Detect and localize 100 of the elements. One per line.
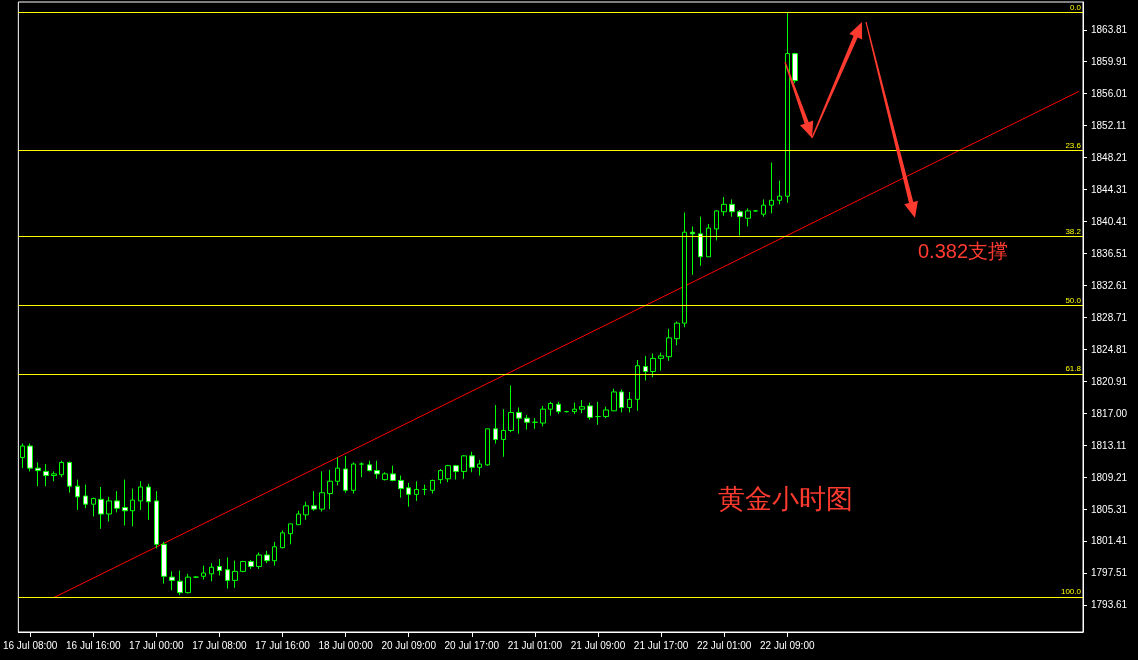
candlestick [445,464,451,483]
annotation: 23.6 [1065,140,1082,150]
candlestick [35,461,41,487]
candlestick [406,482,411,508]
candlestick [335,457,340,486]
candlestick [122,479,128,526]
candlestick [737,209,743,236]
candlestick [256,552,262,570]
candlestick [138,480,143,511]
candlestick [643,355,648,381]
x-tick-label: 18 Jul 00:00 [318,639,374,651]
candlestick [532,417,538,430]
annotation: 黄金小时图 [718,483,853,514]
candlestick [327,469,333,510]
candlestick [398,475,404,499]
x-tick-label: 20 Jul 09:00 [381,639,437,651]
candlestick [572,402,577,415]
x-tick-label: 21 Jul 17:00 [633,639,689,651]
y-tick-label: 1859.91 [1091,56,1128,68]
candlestick [83,484,88,509]
candlestick [650,352,656,378]
candlestick [359,461,364,478]
candlestick [729,198,735,218]
candlestick [319,470,325,513]
candlestick [540,405,546,427]
candlestick [280,529,285,549]
candlestick [587,402,593,421]
candlestick [59,460,64,478]
candlestick [232,560,238,589]
candlestick [706,223,711,258]
candlestick [130,488,135,527]
candlestick [516,407,522,435]
candlestick [154,490,159,549]
candlestick [209,562,214,582]
annotation: 61.8 [1065,364,1082,374]
candlestick [414,480,419,502]
y-tick-label: 1844.31 [1091,184,1128,196]
candlestick [185,573,191,594]
x-tick-label: 16 Jul 08:00 [2,639,58,651]
candlestick [20,443,25,469]
candlestick [374,460,380,480]
candlestick [351,461,356,495]
candlestick [106,496,112,522]
y-tick-label: 1820.91 [1091,375,1128,387]
y-tick-label: 1805.31 [1091,503,1128,515]
candlestick [169,570,175,591]
y-tick-label: 1863.81 [1091,24,1128,36]
x-tick-label: 20 Jul 17:00 [444,639,500,651]
candlestick [98,486,104,530]
candlestick [390,465,396,482]
candlestick [430,479,435,495]
y-tick-label: 1793.61 [1091,599,1128,611]
candlestick [721,196,727,217]
candlestick [745,207,751,227]
candlestick [177,570,183,596]
annotation: 0.382支撑 [918,240,1009,262]
candlestick [635,359,640,412]
candlestick [161,541,167,585]
y-tick-label: 1824.81 [1091,343,1128,355]
candlestick [485,428,490,467]
candlestick [367,460,372,472]
candlestick [579,399,585,414]
candlestick [343,455,348,494]
x-tick-label: 17 Jul 16:00 [255,639,311,651]
candlestick [75,479,80,511]
candlestick [114,490,120,513]
candlestick [477,459,482,477]
x-tick-label: 21 Jul 01:00 [507,639,563,651]
candlestick [777,180,782,205]
y-tick-label: 1809.21 [1091,471,1128,483]
candlestick [422,484,427,496]
candlestick [296,510,301,526]
candlestick [627,391,632,413]
x-tick-label: 16 Jul 16:00 [66,639,121,651]
y-tick-label: 1836.51 [1091,247,1128,259]
candlestick [311,490,317,512]
candlestick [682,212,687,328]
candlestick [225,556,230,590]
candlestick [288,523,293,545]
x-tick-label: 17 Jul 08:00 [192,639,248,651]
candlestick [469,451,475,473]
candlestick [698,216,703,267]
y-tick-label: 1848.21 [1091,152,1128,164]
candlestick [690,225,695,276]
candlestick [67,461,72,494]
candlestick [91,497,96,517]
annotation: 50.0 [1065,295,1082,305]
candlestick [201,565,206,581]
candlestick [548,401,553,417]
y-tick-label: 1813.11 [1091,439,1127,451]
candlestick [792,52,798,84]
candlestick [761,198,766,218]
candlestick [501,408,506,458]
candlestick [674,321,680,346]
candlestick [666,328,672,362]
x-tick-label: 21 Jul 09:00 [570,639,626,651]
candlestick [619,389,624,413]
candlestick [264,550,270,564]
candlestick [438,468,443,485]
candlestick [769,162,774,214]
